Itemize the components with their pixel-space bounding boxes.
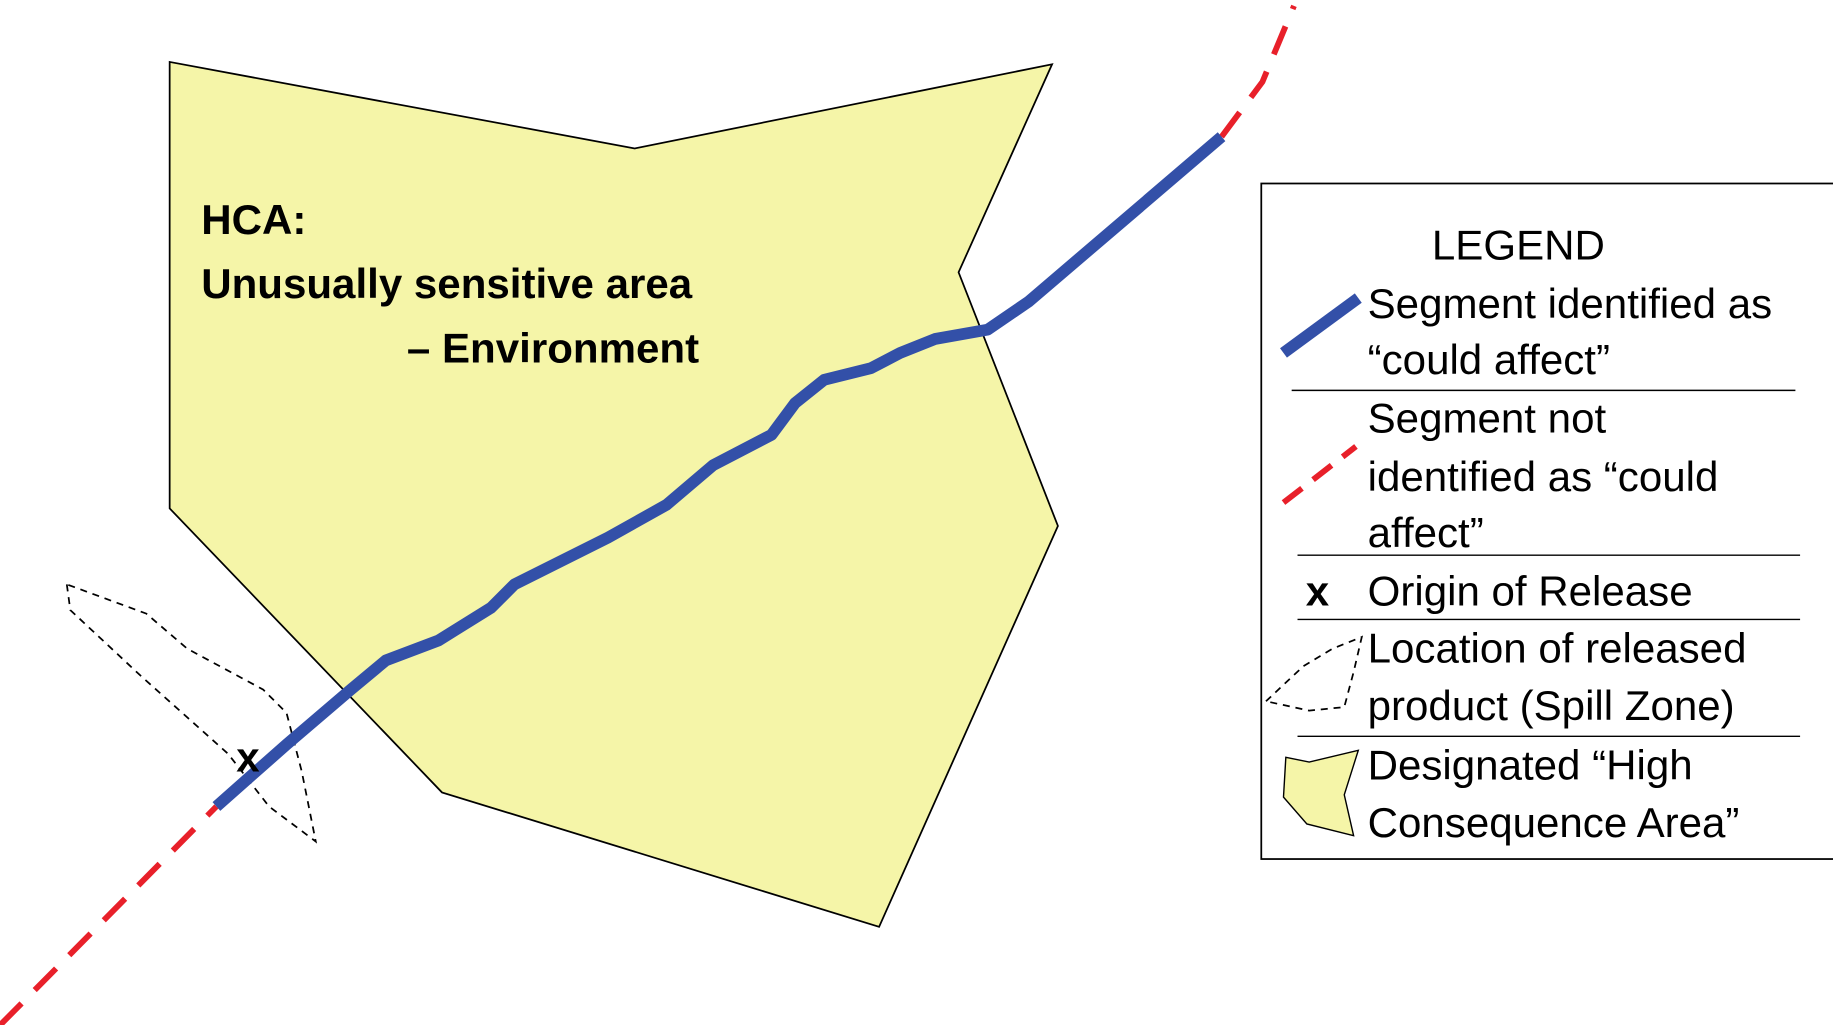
hca-title: HCA:: [201, 196, 306, 243]
legend-title: LEGEND: [1432, 221, 1605, 268]
legend-swatch: [1264, 635, 1364, 712]
legend-text: “could affect”: [1368, 336, 1610, 383]
legend-swatch: [1280, 293, 1362, 358]
origin-marker: x: [236, 733, 260, 780]
legend-text: Designated “High: [1368, 742, 1693, 789]
legend-swatch: [1281, 444, 1358, 505]
hca-area: [168, 60, 1059, 928]
pipeline-unaffected: [1219, 4, 1297, 139]
legend-text: affect”: [1368, 509, 1484, 556]
legend-text: Segment not: [1368, 394, 1607, 441]
pipeline-unaffected: [0, 804, 219, 1025]
legend-text: identified as “could: [1368, 453, 1719, 500]
pipeline-could-affect: [212, 132, 1226, 811]
legend-text: product (Spill Zone): [1368, 682, 1735, 729]
hca-line: Unusually sensitive area: [201, 260, 693, 307]
legend-swatch: [1282, 749, 1360, 837]
hca-line: – Environment: [407, 324, 699, 371]
spill-zone: [65, 583, 318, 844]
legend-text: Consequence Area”: [1368, 799, 1740, 846]
legend: LEGEND Segment identified as “could affe…: [1260, 182, 1833, 860]
legend-text: Location of released: [1368, 625, 1747, 672]
legend-symbol: x: [1306, 567, 1330, 614]
legend-text: Origin of Release: [1368, 567, 1693, 614]
legend-text: Segment identified as: [1368, 280, 1773, 327]
